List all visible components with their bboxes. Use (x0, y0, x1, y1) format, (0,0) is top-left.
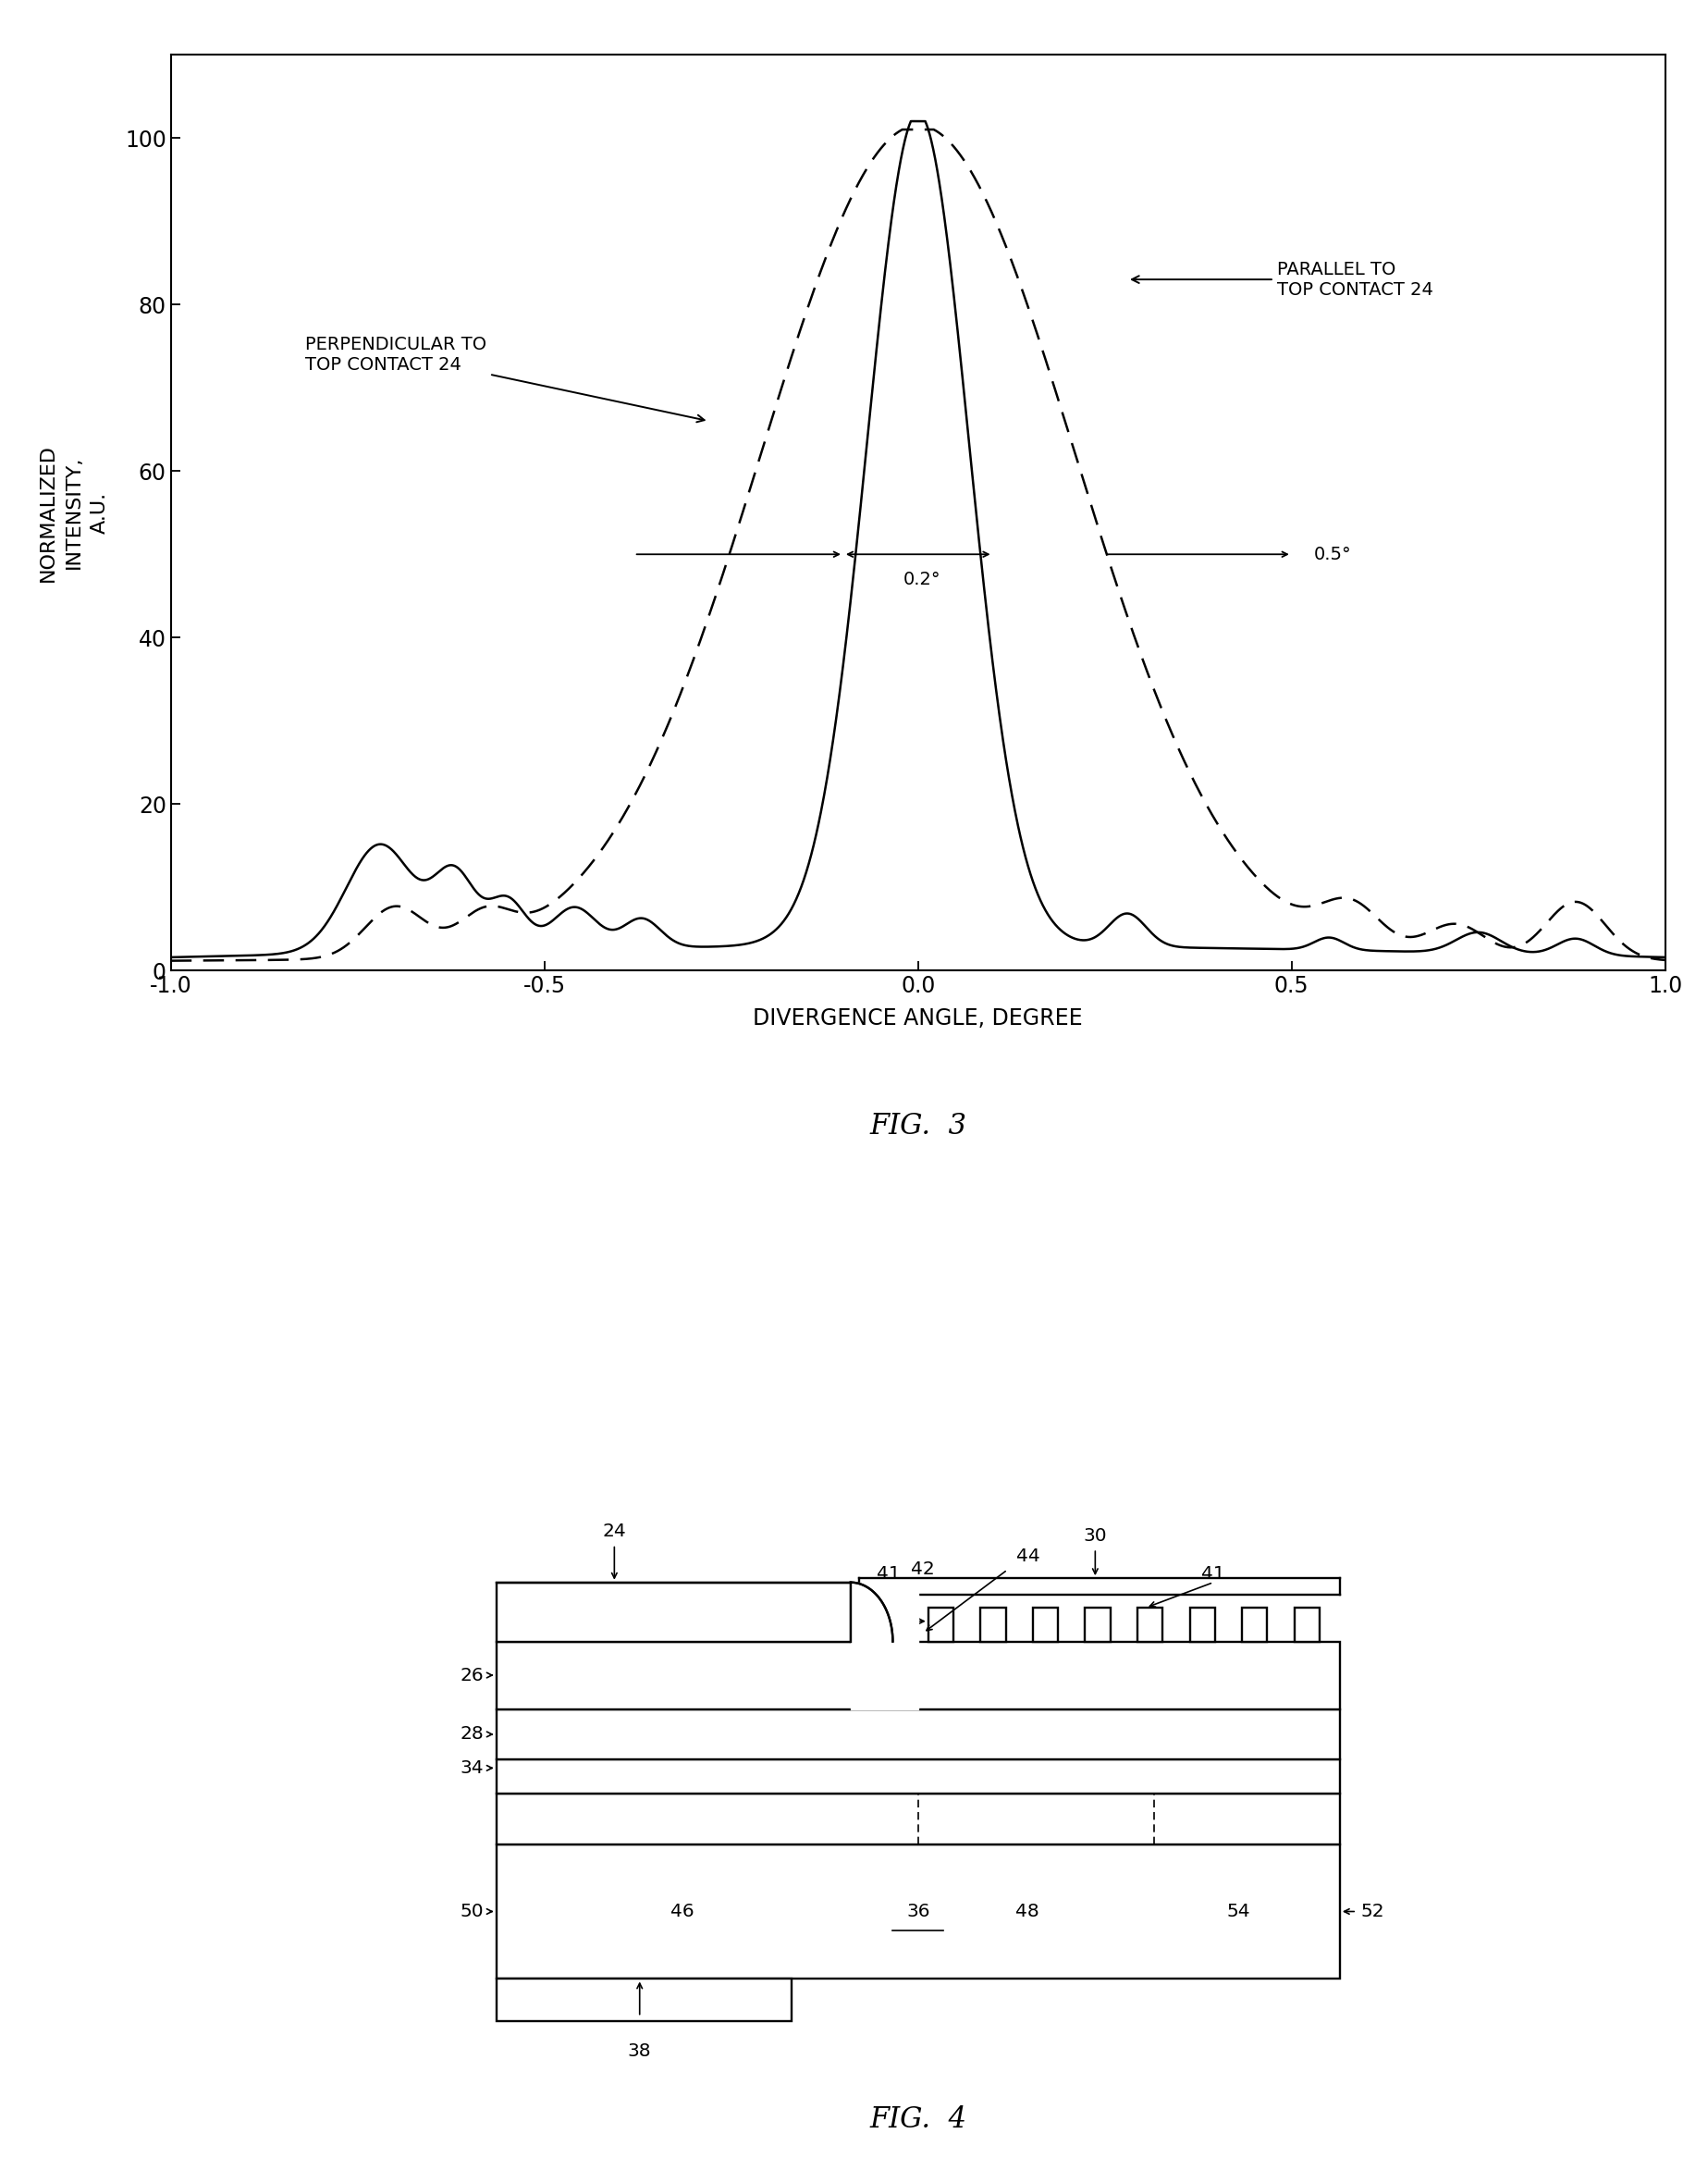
Text: 46: 46 (670, 1904, 693, 1921)
Text: FIG.  4: FIG. 4 (869, 2107, 967, 2135)
Text: 0.5°: 0.5° (1313, 546, 1351, 563)
Bar (497, 1709, 1339, 1759)
Text: 0.2°: 0.2° (904, 572, 941, 589)
Y-axis label: NORMALIZED
INTENSITY,
A.U.: NORMALIZED INTENSITY, A.U. (39, 443, 109, 581)
Bar (1085, 1607, 1110, 1642)
Bar (1138, 1607, 1163, 1642)
Text: FIG.  3: FIG. 3 (869, 1111, 967, 1142)
Bar (497, 1794, 1339, 1845)
Bar (497, 1642, 1339, 1709)
Text: 41: 41 (1201, 1565, 1225, 1583)
Bar (1295, 1607, 1320, 1642)
X-axis label: DIVERGENCE ANGLE, DEGREE: DIVERGENCE ANGLE, DEGREE (753, 1009, 1083, 1030)
Text: 30: 30 (1083, 1526, 1107, 1543)
Text: 42: 42 (910, 1561, 934, 1578)
Bar (497, 1845, 1339, 1980)
Text: 24: 24 (603, 1522, 627, 1541)
Text: 48: 48 (1016, 1904, 1040, 1921)
Text: 41: 41 (876, 1565, 900, 1583)
Bar (1242, 1607, 1267, 1642)
Text: 28: 28 (459, 1725, 483, 1742)
Text: 38: 38 (629, 2043, 651, 2061)
Text: 50: 50 (459, 1904, 483, 1921)
Bar (497, 1583, 851, 1642)
Bar (980, 1607, 1006, 1642)
Bar (497, 1980, 791, 2021)
Text: PARALLEL TO
TOP CONTACT 24: PARALLEL TO TOP CONTACT 24 (1132, 260, 1433, 299)
Bar (1033, 1607, 1057, 1642)
Text: 36: 36 (907, 1904, 929, 1921)
Text: 54: 54 (1226, 1904, 1250, 1921)
Text: 52: 52 (1361, 1904, 1385, 1921)
Text: PERPENDICULAR TO
TOP CONTACT 24: PERPENDICULAR TO TOP CONTACT 24 (306, 336, 704, 421)
Bar (497, 1759, 1339, 1794)
Bar (876, 1607, 902, 1642)
Text: 44: 44 (1016, 1548, 1040, 1565)
Bar (1190, 1607, 1214, 1642)
Text: 34: 34 (459, 1759, 483, 1777)
Text: 26: 26 (459, 1666, 483, 1683)
Bar (927, 1607, 953, 1642)
